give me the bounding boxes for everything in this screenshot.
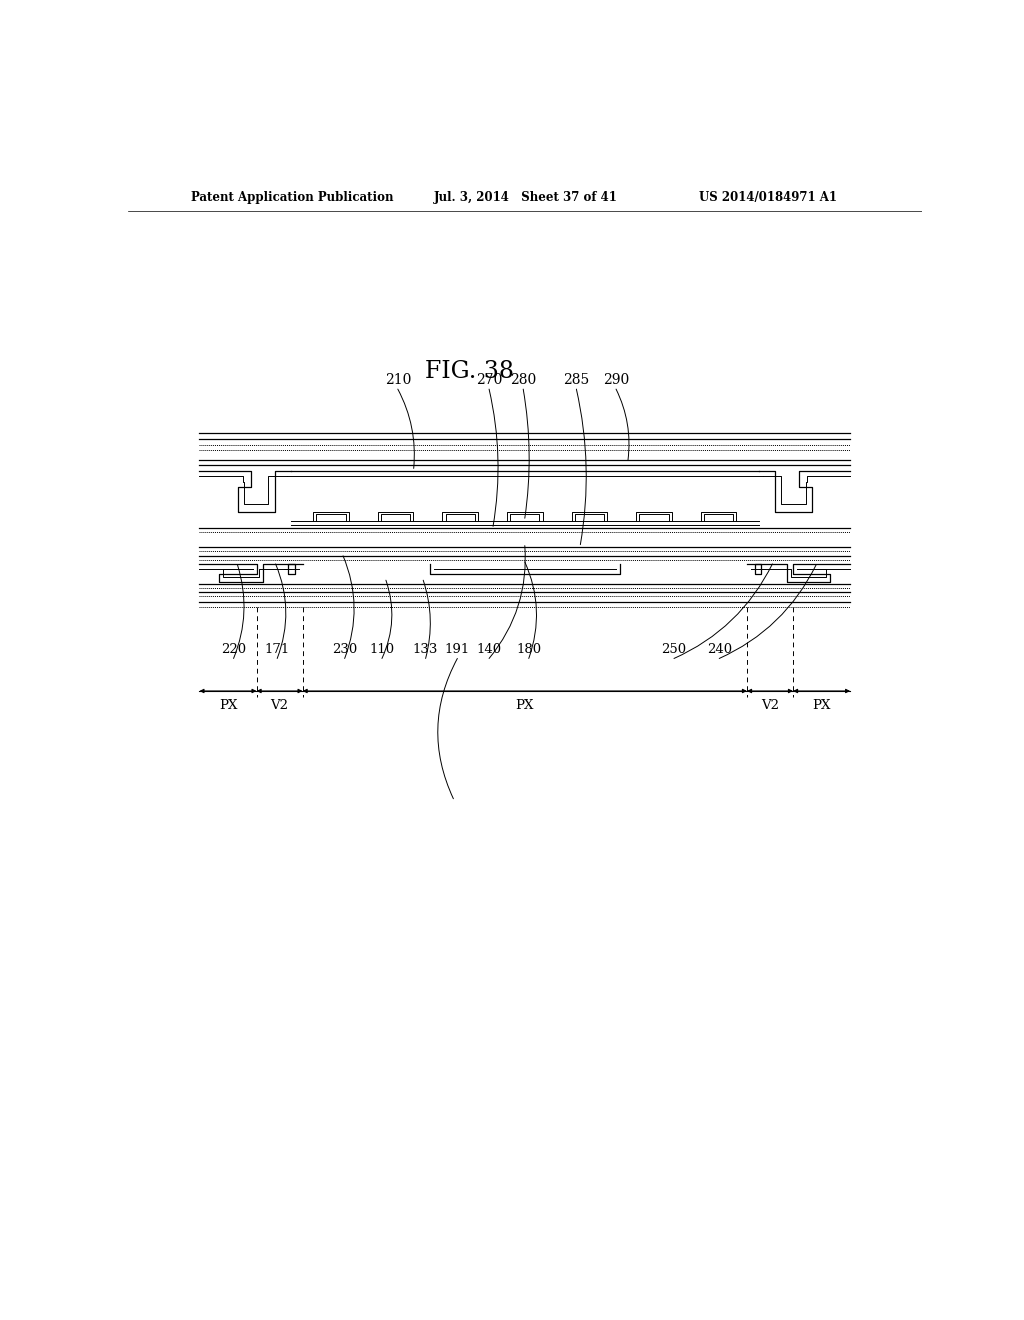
Text: PX: PX [812,700,830,711]
Text: Jul. 3, 2014   Sheet 37 of 41: Jul. 3, 2014 Sheet 37 of 41 [433,190,617,203]
Text: PX: PX [516,700,534,711]
Text: Patent Application Publication: Patent Application Publication [191,190,394,203]
Text: V2: V2 [761,700,779,711]
Text: 250: 250 [662,643,686,656]
Text: 110: 110 [370,643,394,656]
Text: 230: 230 [332,643,357,656]
Text: 180: 180 [516,643,542,656]
Text: FIG. 38: FIG. 38 [425,360,514,383]
Text: 133: 133 [413,643,438,656]
Text: 285: 285 [563,374,590,387]
Text: 210: 210 [385,374,411,387]
Text: US 2014/0184971 A1: US 2014/0184971 A1 [699,190,838,203]
Text: 270: 270 [476,374,503,387]
Text: 140: 140 [476,643,502,656]
Text: 171: 171 [264,643,290,656]
Text: 240: 240 [707,643,732,656]
Text: 220: 220 [221,643,246,656]
Text: 290: 290 [603,374,629,387]
Text: 280: 280 [510,374,537,387]
Text: V2: V2 [270,700,289,711]
Text: PX: PX [219,700,238,711]
Text: 191: 191 [444,643,470,656]
